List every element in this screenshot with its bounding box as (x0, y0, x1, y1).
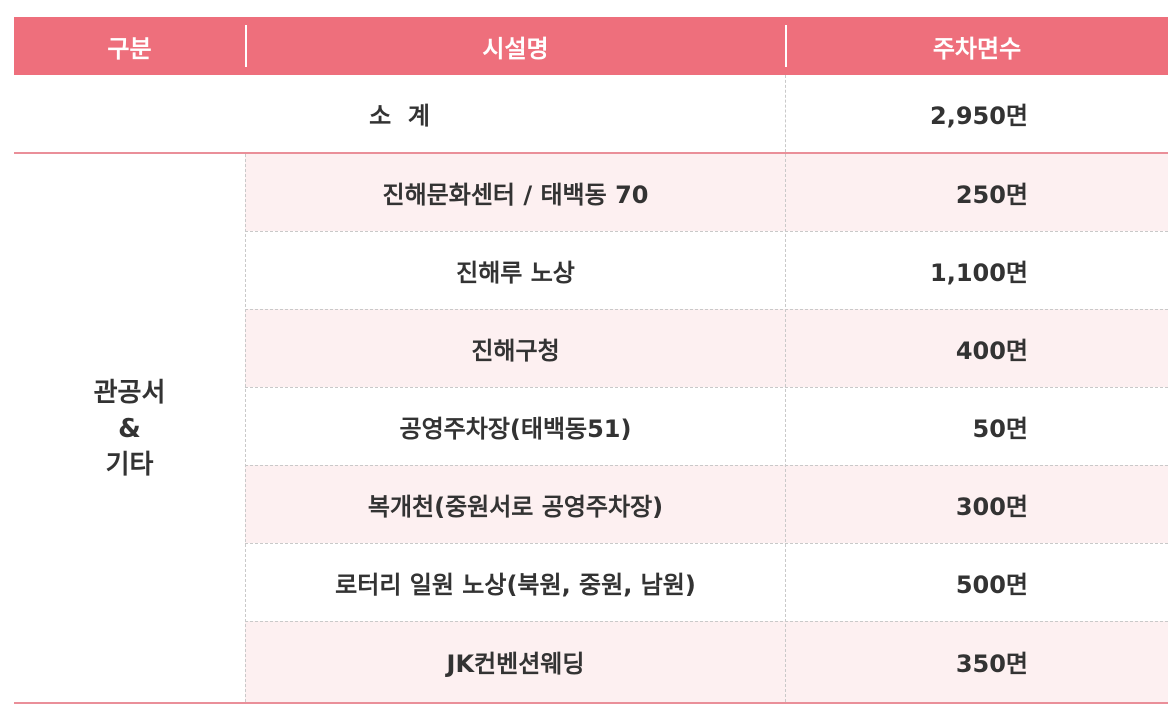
parking-spaces: 500면 (955, 570, 1028, 599)
parking-spaces: 350면 (955, 650, 1028, 678)
column-divider (245, 154, 246, 702)
parking-spaces: 50면 (972, 414, 1028, 443)
parking-spaces: 1,100면 (930, 258, 1028, 287)
facility-name: 진해구청 (471, 336, 560, 365)
row-background (245, 465, 1168, 543)
header-divider (785, 25, 787, 67)
row-divider (245, 387, 1168, 388)
header-category: 구분 (107, 34, 152, 63)
header-spaces: 주차면수 (932, 34, 1022, 63)
table-header: 구분 시설명 주차면수 (14, 17, 1168, 75)
header-facility: 시설명 (482, 34, 549, 63)
row-background (245, 621, 1168, 702)
facility-name: JK컨벤션웨딩 (446, 650, 585, 678)
column-divider (785, 154, 786, 702)
column-divider (785, 75, 786, 152)
facility-name: 진해루 노상 (456, 258, 575, 287)
subtotal-value: 2,950면 (930, 102, 1028, 130)
facility-name: 진해문화센터 / 태백동 70 (382, 181, 649, 209)
parking-table: 구분 시설명 주차면수 소 계 2,950면 관공서 & 기타 진해문화센터 /… (14, 17, 1168, 704)
row-background (245, 231, 1168, 309)
category-line: 기타 (105, 449, 154, 480)
facility-name: 로터리 일원 노상(북원, 중원, 남원) (335, 570, 696, 599)
facility-name: 공영주차장(태백동51) (399, 414, 632, 443)
parking-spaces: 250면 (955, 181, 1028, 209)
row-divider (245, 231, 1168, 232)
category-cell: 관공서 & 기타 (14, 153, 245, 704)
subtotal-row: 소 계 2,950면 (14, 75, 1168, 152)
table-bottom-border (14, 702, 1168, 704)
header-divider (245, 25, 247, 67)
row-divider (245, 309, 1168, 310)
category-line: & (118, 413, 141, 444)
row-background (245, 154, 1168, 231)
row-background (245, 543, 1168, 621)
facility-name: 복개천(중원서로 공영주차장) (367, 492, 664, 521)
subtotal-label: 소 계 (369, 102, 430, 130)
parking-spaces: 400면 (955, 336, 1028, 365)
parking-spaces: 300면 (955, 492, 1028, 521)
category-line: 관공서 (93, 377, 166, 408)
row-divider (245, 543, 1168, 544)
row-divider (245, 621, 1168, 622)
row-divider (245, 465, 1168, 466)
row-background (245, 309, 1168, 387)
subtotal-bottom-border (14, 152, 1168, 154)
row-background (245, 387, 1168, 465)
